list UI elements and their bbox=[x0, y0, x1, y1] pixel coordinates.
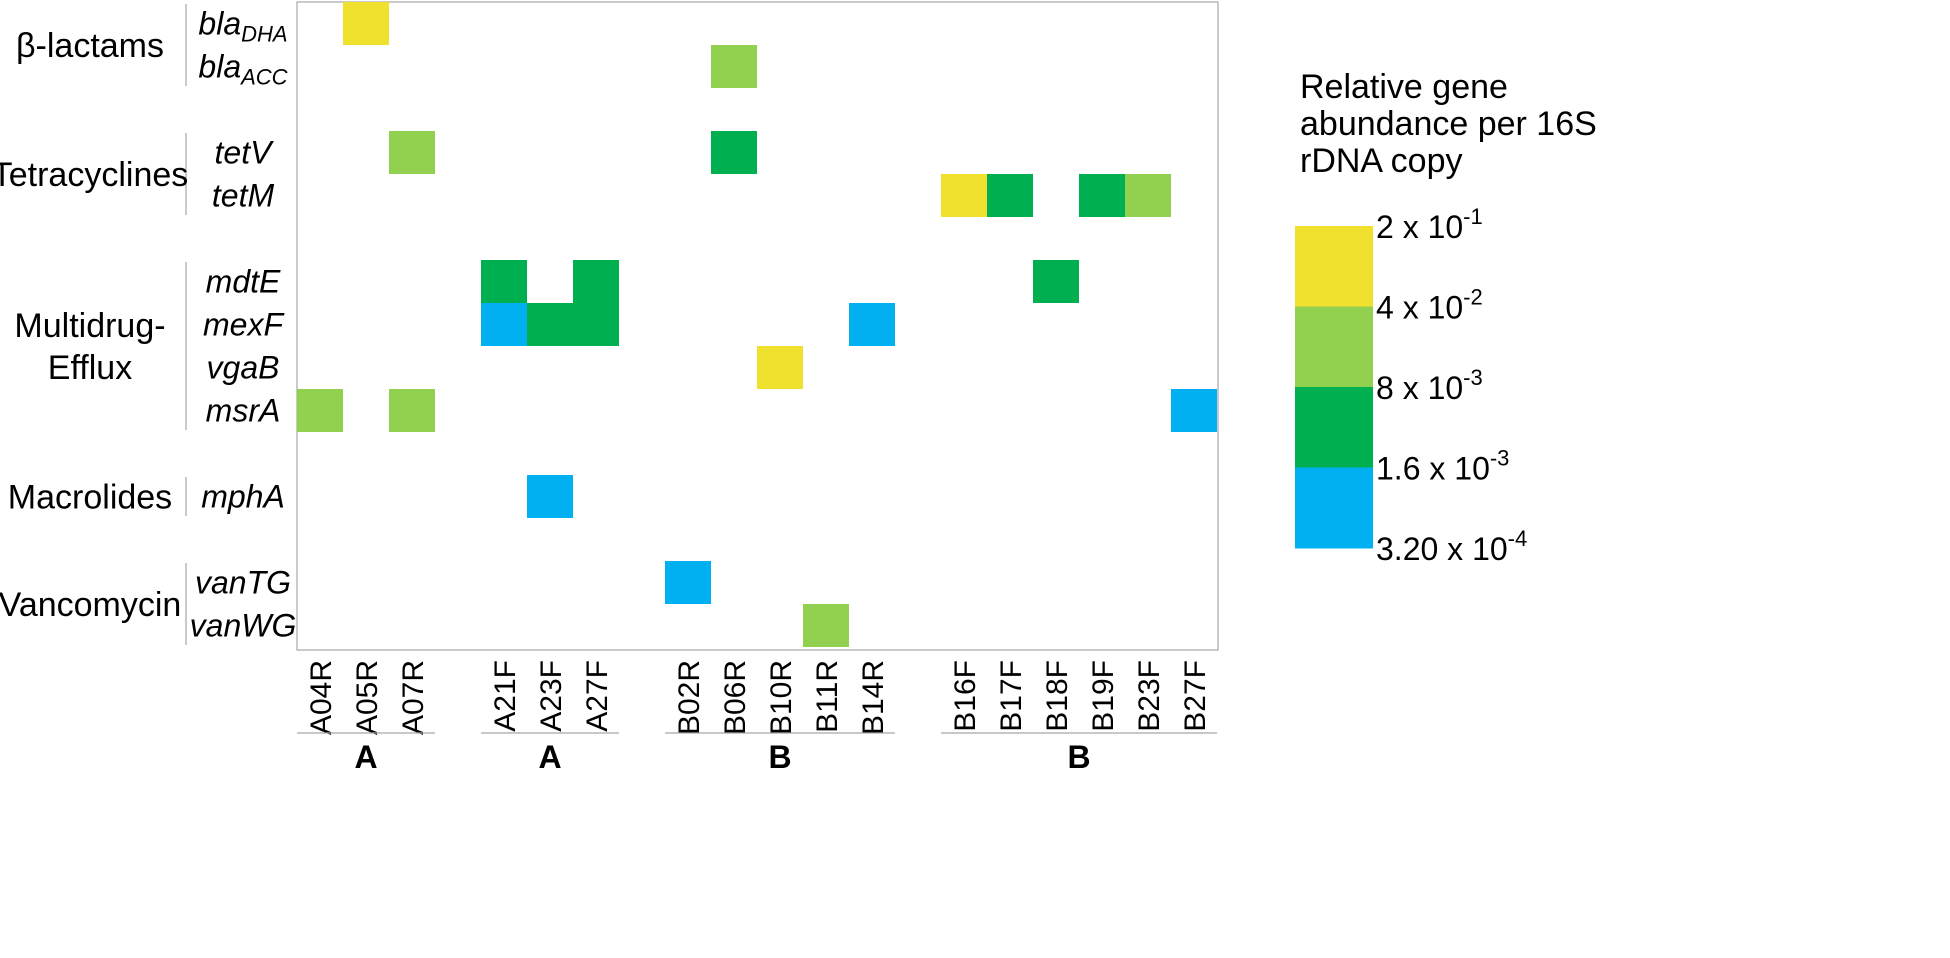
column-label: B23F bbox=[1133, 660, 1166, 732]
gene-label: blaDHA bbox=[198, 6, 287, 47]
column-label: A07R bbox=[397, 660, 430, 735]
column-label: B17F bbox=[995, 660, 1028, 732]
legend-title: Relative gene abundance per 16S rDNA copy bbox=[1300, 68, 1597, 180]
heatmap-cell-mdtE-B18F bbox=[1033, 260, 1079, 303]
column-label: B27F bbox=[1179, 660, 1212, 732]
gene-label: mphA bbox=[201, 479, 285, 515]
heatmap-cell-mexF-A21F bbox=[481, 303, 527, 346]
column-label: A04R bbox=[305, 660, 338, 735]
heatmap-cell-tetM-B16F bbox=[941, 174, 987, 217]
heatmap-cell-mexF-A27F bbox=[573, 303, 619, 346]
legend-swatch bbox=[1295, 306, 1373, 388]
gene-label: tetV bbox=[215, 135, 275, 171]
column-label: B06R bbox=[719, 660, 752, 735]
heatmap-cell-msrA-A07R bbox=[389, 389, 435, 432]
column-label: B14R bbox=[857, 660, 890, 735]
group-label: A bbox=[538, 739, 561, 775]
column-label: A23F bbox=[535, 660, 568, 732]
heatmap-cell-tetM-B23F bbox=[1125, 174, 1171, 217]
category-label: Vancomycin bbox=[0, 586, 181, 624]
column-label: B10R bbox=[765, 660, 798, 735]
legend-swatch bbox=[1295, 387, 1373, 468]
gene-label: vanWG bbox=[190, 608, 297, 644]
legend-tick-label: 8 x 10-3 bbox=[1376, 365, 1483, 406]
column-label: A05R bbox=[351, 660, 384, 735]
column-label: B11R bbox=[811, 660, 844, 733]
heatmap-cell-mphA-A23F bbox=[527, 475, 573, 518]
legend-swatch bbox=[1295, 226, 1373, 307]
group-label: A bbox=[354, 739, 377, 775]
column-label: B16F bbox=[949, 660, 982, 732]
plot-frame bbox=[296, 1, 1219, 651]
heatmap-cell-tetV-A07R bbox=[389, 131, 435, 174]
heatmap-cell-msrA-A04R bbox=[297, 389, 343, 432]
gene-label: blaACC bbox=[198, 49, 287, 90]
gene-label: mdtE bbox=[206, 264, 281, 300]
group-label: B bbox=[768, 739, 791, 775]
gene-label: mexF bbox=[203, 307, 285, 343]
heatmap-cell-mdtE-A21F bbox=[481, 260, 527, 303]
column-label: B18F bbox=[1041, 660, 1074, 732]
legend-tick-label: 3.20 x 10-4 bbox=[1376, 526, 1527, 567]
gene-label: msrA bbox=[206, 393, 281, 429]
heatmap-cell-mexF-A23F bbox=[527, 303, 573, 346]
heatmap-cell-msrA-B27F bbox=[1171, 389, 1217, 432]
legend-tick-label: 1.6 x 10-3 bbox=[1376, 446, 1509, 487]
category-label: β-lactams bbox=[16, 27, 164, 65]
heatmap-cell-blaACC-B06R bbox=[711, 45, 757, 88]
column-label: B02R bbox=[673, 660, 706, 735]
legend-tick-label: 4 x 10-2 bbox=[1376, 285, 1483, 326]
legend-tick-label: 2 x 10-1 bbox=[1376, 204, 1483, 245]
column-label: A27F bbox=[581, 660, 614, 732]
heatmap-cell-tetM-B19F bbox=[1079, 174, 1125, 217]
heatmap-cell-mdtE-A27F bbox=[573, 260, 619, 303]
gene-label: vanTG bbox=[195, 565, 291, 601]
heatmap-cell-tetV-B06R bbox=[711, 131, 757, 174]
category-label: Multidrug-Efflux bbox=[14, 307, 165, 387]
column-label: B19F bbox=[1087, 660, 1120, 732]
heatmap-cell-mexF-B14R bbox=[849, 303, 895, 346]
heatmap-cell-vgaB-B10R bbox=[757, 346, 803, 389]
heatmap-cell-vanWG-B11R bbox=[803, 604, 849, 647]
column-label: A21F bbox=[489, 660, 522, 732]
legend-swatch bbox=[1295, 467, 1373, 549]
gene-label: tetM bbox=[212, 178, 275, 214]
category-label: Tetracyclines bbox=[0, 156, 188, 194]
gene-label: vgaB bbox=[207, 350, 280, 386]
heatmap-cell-blaDHA-A05R bbox=[343, 2, 389, 45]
heatmap-cell-vanTG-B02R bbox=[665, 561, 711, 604]
group-label: B bbox=[1067, 739, 1090, 775]
heatmap-cell-tetM-B17F bbox=[987, 174, 1033, 217]
category-label: Macrolides bbox=[8, 479, 172, 517]
